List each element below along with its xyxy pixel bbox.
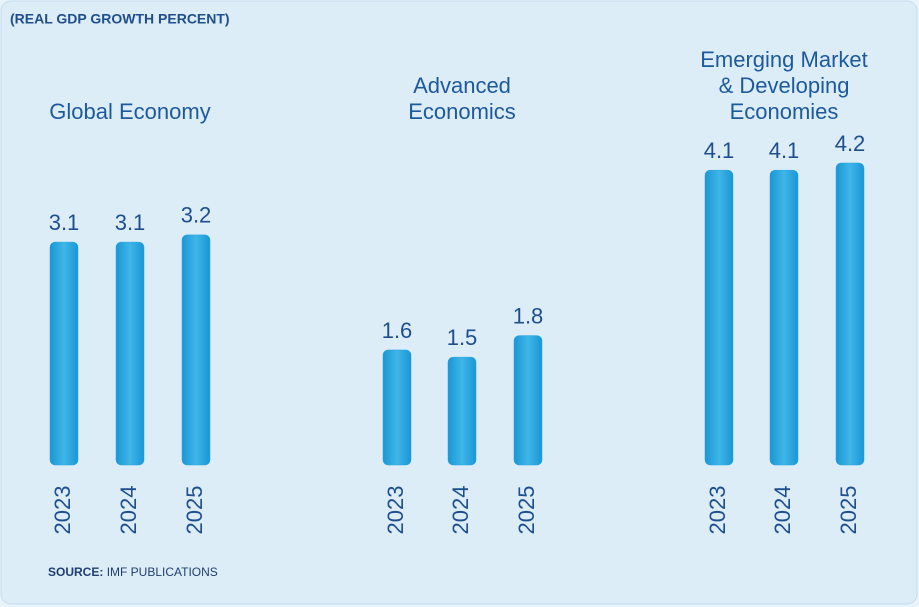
bar (769, 169, 799, 466)
x-tick-label: 2025 (182, 486, 207, 535)
bar (447, 356, 477, 466)
group-title: Economics (408, 99, 516, 124)
value-label: 4.1 (769, 138, 800, 163)
x-tick-label: 2023 (705, 486, 730, 535)
value-label: 1.5 (447, 325, 478, 350)
bar (49, 241, 79, 466)
value-label: 3.1 (49, 210, 80, 235)
group-title: Economies (730, 99, 839, 124)
value-label: 1.6 (382, 318, 413, 343)
bar (115, 241, 145, 466)
value-label: 4.1 (704, 138, 735, 163)
x-tick-label: 2023 (50, 486, 75, 535)
x-tick-label: 2024 (770, 486, 795, 535)
group-title: Emerging Market (700, 47, 868, 72)
subtitle: (REAL GDP GROWTH PERCENT) (10, 11, 230, 27)
bar (181, 234, 211, 466)
group-title: Global Economy (49, 99, 210, 124)
bar (382, 349, 412, 466)
x-tick-label: 2024 (448, 486, 473, 535)
x-tick-label: 2025 (514, 486, 539, 535)
bar (704, 169, 734, 466)
x-tick-label: 2023 (383, 486, 408, 535)
group-title: & Developing (719, 73, 850, 98)
value-label: 1.8 (513, 303, 544, 328)
bar (835, 162, 865, 466)
value-label: 4.2 (835, 131, 866, 156)
source-label: SOURCE: (48, 565, 103, 579)
value-label: 3.2 (181, 203, 212, 228)
value-label: 3.1 (115, 210, 146, 235)
x-tick-label: 2024 (116, 486, 141, 535)
source-text: IMF PUBLICATIONS (107, 565, 218, 579)
x-tick-label: 2025 (836, 486, 861, 535)
bar (513, 335, 543, 466)
source: SOURCE: IMF PUBLICATIONS (48, 565, 218, 579)
group-title: Advanced (413, 73, 511, 98)
